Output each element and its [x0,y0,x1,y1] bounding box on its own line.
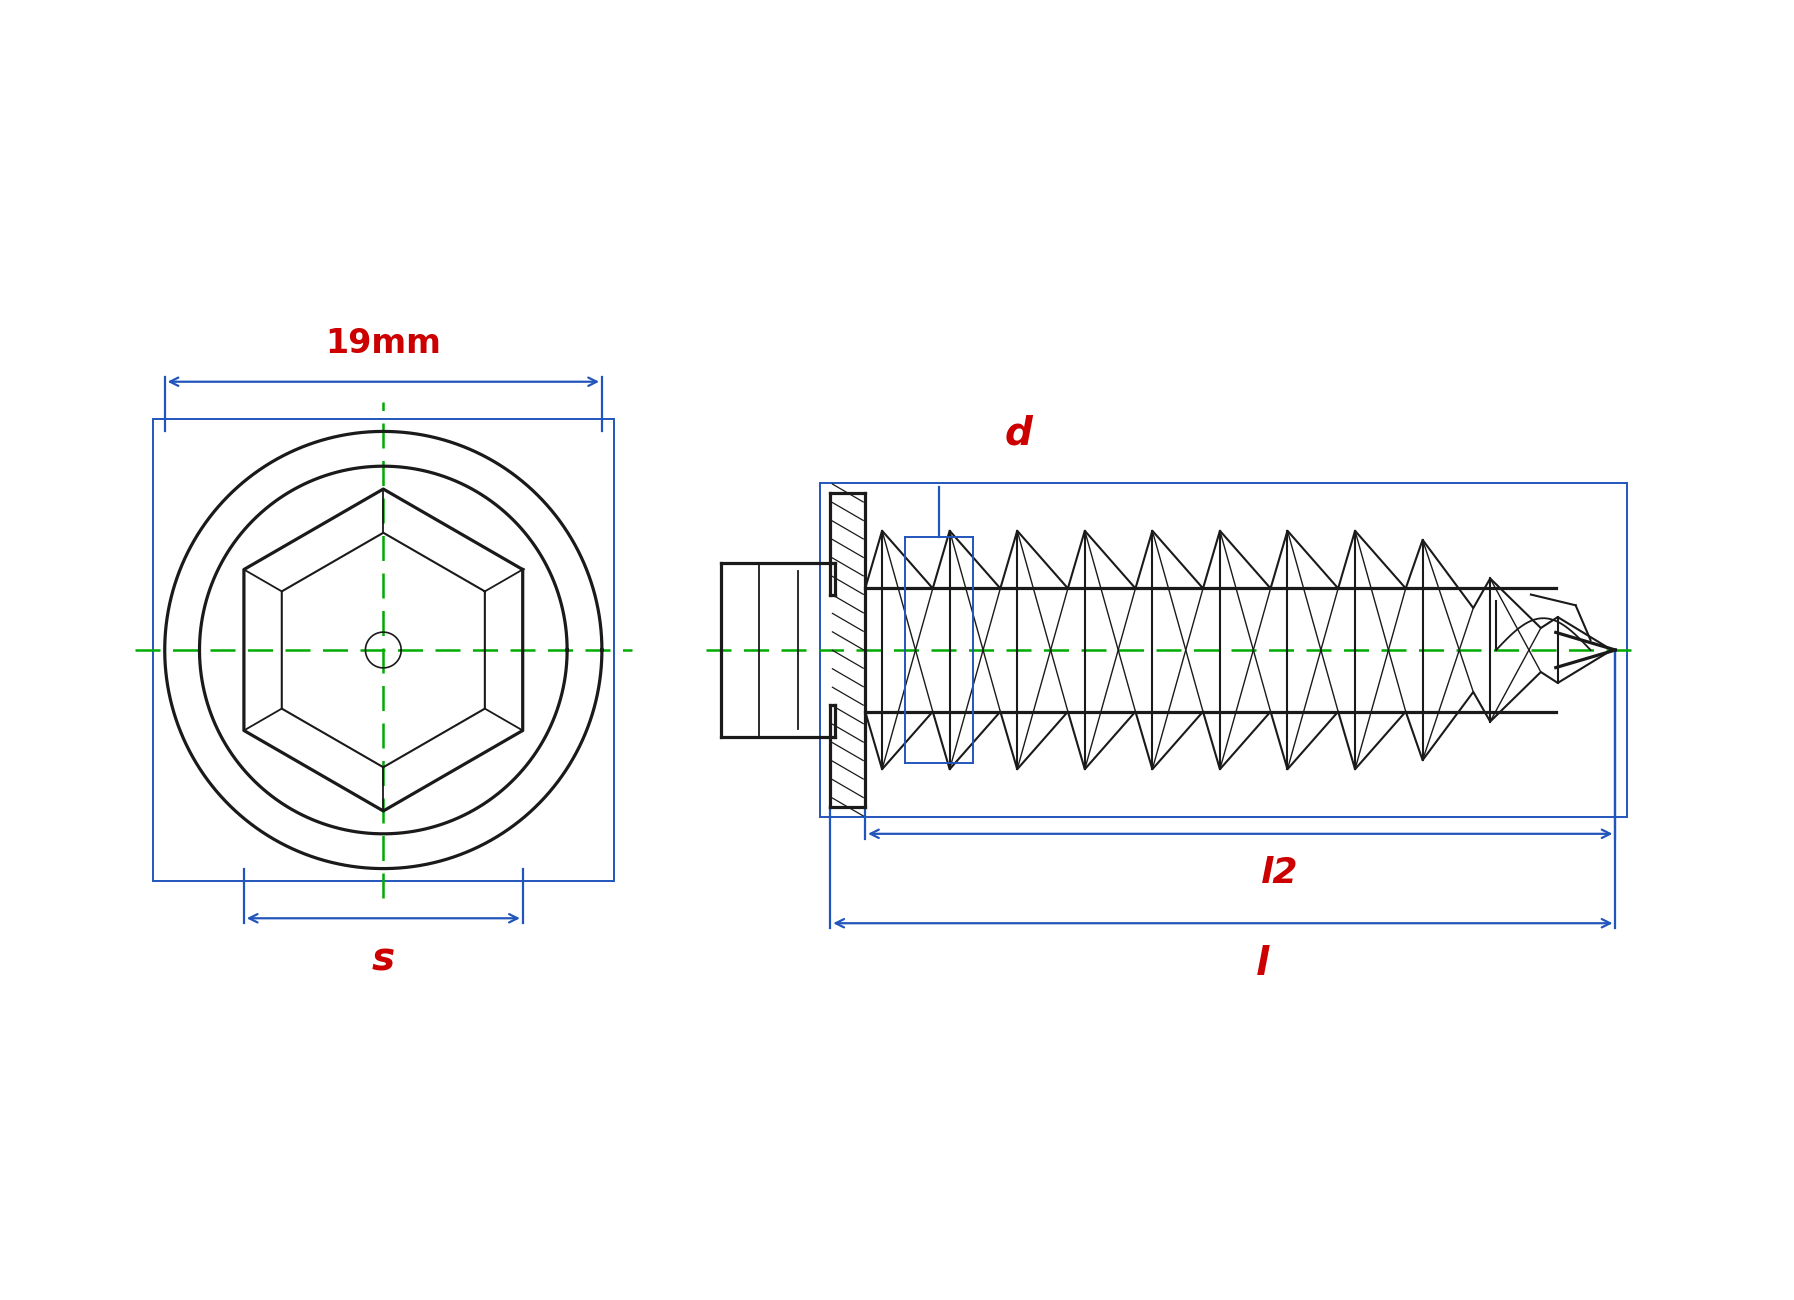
Text: s: s [371,940,395,978]
Text: l2: l2 [1261,855,1299,889]
Bar [820,484,1627,816]
Text: l: l [1256,945,1270,983]
Bar [152,420,614,880]
Text: 19mm: 19mm [325,326,441,360]
Text: d: d [1005,415,1032,452]
